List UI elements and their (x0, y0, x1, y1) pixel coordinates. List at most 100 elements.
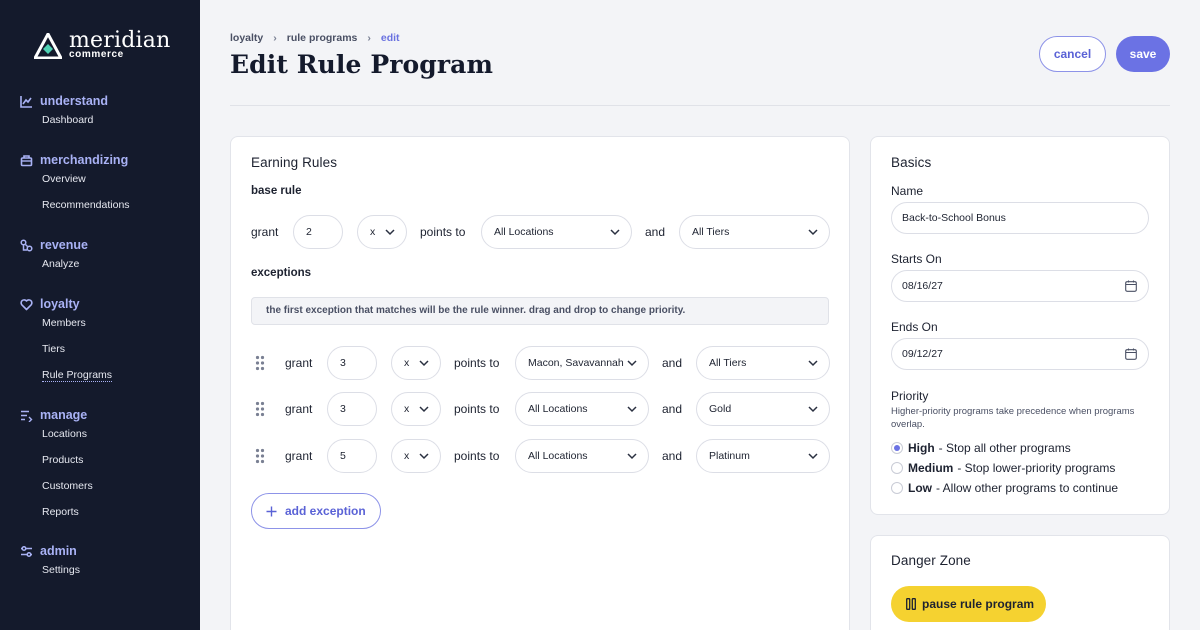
nav-section-loyalty: loyalty Members Tiers Rule Programs (20, 296, 113, 388)
chevron-down-icon (627, 453, 637, 460)
nav-section-admin: admin Settings (20, 543, 80, 583)
priority-option-low[interactable]: Low - Allow other programs to continue (891, 480, 1118, 496)
chevron-down-icon (627, 360, 637, 367)
nav-head-label: admin (40, 544, 77, 558)
tier-select[interactable]: All Tiers (679, 215, 830, 249)
nav-head-loyalty[interactable]: loyalty (20, 296, 112, 312)
multiplier-select[interactable]: x (391, 346, 441, 380)
chevron-down-icon (610, 229, 620, 236)
priority-option-high[interactable]: High - Stop all other programs (891, 440, 1071, 456)
starts-on-label: Starts On (891, 252, 942, 266)
tier-select[interactable]: All Tiers (696, 346, 830, 380)
radio-icon[interactable] (891, 482, 903, 494)
chevron-down-icon (808, 229, 818, 236)
tier-value: All Tiers (709, 357, 747, 369)
exception-row[interactable]: grant 3 x points to Macon, Savavannah an… (255, 346, 831, 380)
sidebar-item-label: Rule Programs (42, 369, 113, 382)
sidebar-item-rule-programs[interactable]: Rule Programs (42, 362, 113, 388)
revenue-nodes-icon (20, 238, 33, 252)
nav-section-merchandizing: merchandizing Overview Recommendations (20, 152, 130, 218)
danger-zone-title: Danger Zone (891, 553, 971, 568)
drag-handle-icon[interactable] (255, 401, 265, 417)
ends-on-value: 09/12/27 (902, 348, 943, 360)
pause-rule-program-button[interactable]: pause rule program (891, 586, 1046, 622)
chart-line-icon (20, 95, 32, 108)
multiplier-select[interactable]: x (357, 215, 407, 249)
priority-label: Priority (891, 389, 929, 403)
add-exception-button[interactable]: add exception (251, 493, 381, 529)
tier-select[interactable]: Gold (696, 392, 830, 426)
starts-on-value: 08/16/27 (902, 280, 943, 292)
brand-name: meridian (69, 28, 171, 53)
tier-value: All Tiers (692, 226, 730, 238)
location-value: Macon, Savavannah (528, 357, 624, 369)
and-label: and (645, 225, 666, 239)
nav-head-understand[interactable]: understand (20, 93, 108, 109)
tier-value: Platinum (709, 450, 750, 462)
cancel-button[interactable]: cancel (1039, 36, 1106, 72)
priority-option-medium[interactable]: Medium - Stop lower-priority programs (891, 460, 1115, 476)
sidebar-item-reports[interactable]: Reports (42, 506, 79, 518)
meridian-logo-icon (34, 33, 62, 59)
breadcrumb-rule-programs[interactable]: rule programs (286, 32, 358, 44)
earning-rules-card: Earning Rules base rule grant 2 x points… (230, 136, 850, 630)
points-input[interactable]: 3 (327, 346, 377, 380)
nav-head-manage[interactable]: manage (20, 407, 93, 423)
location-select[interactable]: All Locations (515, 439, 649, 473)
grant-label: grant (285, 449, 313, 463)
nav-head-merchandizing[interactable]: merchandizing (20, 152, 130, 168)
pause-icon (906, 598, 916, 610)
calendar-icon[interactable] (1125, 348, 1137, 360)
priority-desc: - Stop lower-priority programs (957, 461, 1116, 475)
sidebar-item-members[interactable]: Members (42, 317, 86, 329)
chevron-right-icon: › (367, 32, 371, 44)
sidebar-item-locations[interactable]: Locations (42, 428, 87, 440)
nav-head-label: understand (40, 94, 109, 108)
add-exception-label: add exception (285, 504, 366, 518)
drag-handle-icon[interactable] (255, 448, 265, 464)
sidebar-item-dashboard[interactable]: Dashboard (42, 114, 94, 126)
radio-selected-icon[interactable] (891, 442, 903, 454)
ends-on-field[interactable]: 09/12/27 (891, 338, 1149, 370)
heart-icon (20, 298, 33, 310)
exception-row[interactable]: grant 3 x points to All Locations and Go… (255, 392, 831, 426)
save-button[interactable]: save (1116, 36, 1170, 72)
page-title: Edit Rule Program (230, 50, 493, 79)
location-value: All Locations (528, 450, 588, 462)
sidebar-item-settings[interactable]: Settings (42, 564, 80, 576)
calendar-icon[interactable] (1125, 280, 1137, 292)
chevron-down-icon (419, 406, 429, 413)
nav-head-admin[interactable]: admin (20, 543, 80, 559)
nav-head-revenue[interactable]: revenue (20, 237, 88, 253)
location-select[interactable]: Macon, Savavannah (515, 346, 649, 380)
name-field[interactable]: Back-to-School Bonus (891, 202, 1149, 234)
radio-icon[interactable] (891, 462, 903, 474)
location-select[interactable]: All Locations (515, 392, 649, 426)
sidebar-item-products[interactable]: Products (42, 454, 84, 466)
points-input[interactable]: 3 (327, 392, 377, 426)
priority-level: Low (908, 481, 932, 495)
sidebar-item-overview[interactable]: Overview (42, 173, 86, 185)
points-input[interactable]: 2 (293, 215, 343, 249)
location-select[interactable]: All Locations (481, 215, 632, 249)
sliders-icon (21, 545, 32, 557)
starts-on-field[interactable]: 08/16/27 (891, 270, 1149, 302)
drag-handle-icon[interactable] (255, 355, 265, 371)
chevron-down-icon (808, 406, 818, 413)
multiplier-select[interactable]: x (391, 439, 441, 473)
sidebar-item-recommendations[interactable]: Recommendations (42, 199, 130, 211)
nav-head-label: merchandizing (40, 153, 129, 167)
sidebar-item-tiers[interactable]: Tiers (42, 343, 65, 355)
tier-select[interactable]: Platinum (696, 439, 830, 473)
multiplier-select[interactable]: x (391, 392, 441, 426)
plus-icon (266, 506, 277, 516)
nav-head-label: loyalty (40, 297, 80, 311)
sidebar-item-analyze[interactable]: Analyze (42, 258, 80, 270)
points-input[interactable]: 5 (327, 439, 377, 473)
sidebar-item-customers[interactable]: Customers (42, 480, 93, 492)
priority-level: Medium (908, 461, 954, 475)
multiplier-value: x (404, 357, 410, 369)
grant-label: grant (285, 356, 313, 370)
exception-row[interactable]: grant 5 x points to All Locations and Pl… (255, 439, 831, 473)
breadcrumb-loyalty[interactable]: loyalty (230, 32, 264, 44)
